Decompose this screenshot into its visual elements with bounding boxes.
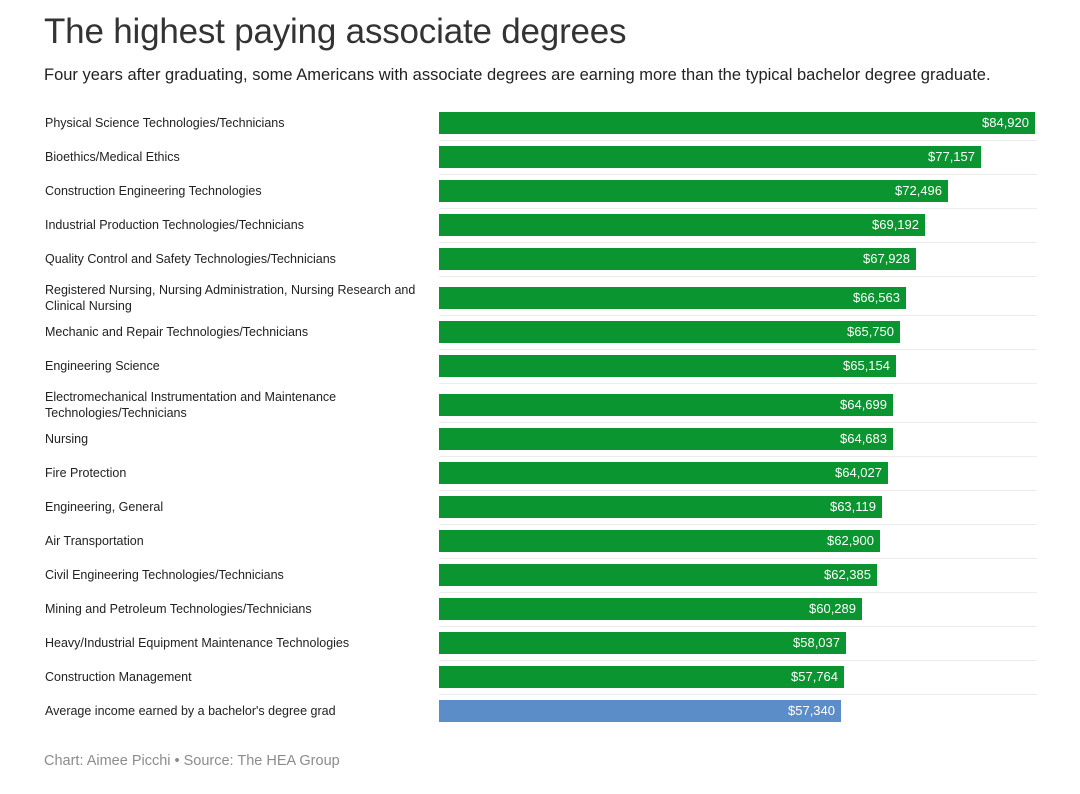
category-label: Engineering, General	[45, 500, 164, 514]
bar-row: Bioethics/Medical Ethics $77,157	[0, 146, 1080, 180]
bar-row: Industrial Production Technologies/Techn…	[0, 214, 1080, 248]
row-divider	[439, 524, 1037, 525]
category-label: Construction Management	[45, 670, 192, 684]
bar-value-label: $60,289	[809, 601, 856, 616]
bar-value-label: $67,928	[863, 251, 910, 266]
degree-bar: $62,385	[439, 564, 877, 586]
row-divider	[439, 383, 1037, 384]
category-label: Quality Control and Safety Technologies/…	[45, 252, 336, 266]
degree-bar: $60,289	[439, 598, 862, 620]
category-label: Bioethics/Medical Ethics	[45, 150, 180, 164]
degree-bar: $66,563	[439, 286, 906, 309]
row-divider	[439, 422, 1037, 423]
degree-bar: $57,764	[439, 666, 844, 688]
bar-value-label: $84,920	[982, 115, 1029, 130]
bar-value-label: $66,563	[853, 289, 900, 305]
degree-bar: $84,920	[439, 112, 1035, 134]
category-label: Construction Engineering Technologies	[45, 184, 262, 198]
bar-row: Civil Engineering Technologies/Technicia…	[0, 564, 1080, 598]
row-divider	[439, 694, 1037, 695]
bar-value-label: $65,154	[843, 358, 890, 373]
degree-bar: $67,928	[439, 248, 916, 270]
row-divider	[439, 456, 1037, 457]
row-divider	[439, 626, 1037, 627]
bar-row: Engineering Science $65,154	[0, 355, 1080, 389]
row-divider	[439, 558, 1037, 559]
bar-row: Mining and Petroleum Technologies/Techni…	[0, 598, 1080, 632]
row-divider	[439, 660, 1037, 661]
bar-value-label: $62,900	[827, 533, 874, 548]
bar-row: Fire Protection $64,027	[0, 462, 1080, 496]
category-label: Registered Nursing, Nursing Administrati…	[45, 282, 416, 313]
degree-bar: $69,192	[439, 214, 925, 236]
bar-value-label: $72,496	[895, 183, 942, 198]
degree-bar: $64,699	[439, 393, 893, 416]
bar-row: Air Transportation $62,900	[0, 530, 1080, 564]
row-divider	[439, 592, 1037, 593]
row-divider	[439, 140, 1037, 141]
row-divider	[439, 174, 1037, 175]
chart-source: Source: The HEA Group	[183, 753, 340, 769]
bar-row: Construction Management $57,764	[0, 666, 1080, 700]
bar-value-label: $57,764	[791, 669, 838, 684]
category-label: Industrial Production Technologies/Techn…	[45, 218, 304, 232]
bar-row: Construction Engineering Technologies $72…	[0, 180, 1080, 214]
category-label: Mining and Petroleum Technologies/Techni…	[45, 602, 312, 616]
category-label: Heavy/Industrial Equipment Maintenance T…	[45, 636, 350, 650]
category-label: Engineering Science	[45, 359, 160, 373]
bar-value-label: $64,699	[840, 396, 887, 412]
category-label: Air Transportation	[45, 534, 144, 548]
row-divider	[439, 276, 1037, 277]
bar-row: Mechanic and Repair Technologies/Technic…	[0, 321, 1080, 355]
chart-credit: Chart: Aimee Picchi	[44, 753, 171, 769]
bar-row: Nursing $64,683	[0, 428, 1080, 462]
bar-value-label: $63,119	[829, 499, 876, 514]
bar-row: Electromechanical Instrumentation and Ma…	[0, 389, 1080, 428]
row-divider	[439, 490, 1037, 491]
bar-value-label: $57,340	[788, 703, 835, 718]
bar-value-label: $69,192	[872, 217, 919, 232]
row-divider	[439, 315, 1037, 316]
category-label: Physical Science Technologies/Technician…	[45, 116, 285, 130]
degree-bar: $64,683	[439, 428, 893, 450]
category-label: Mechanic and Repair Technologies/Technic…	[45, 325, 309, 339]
bar-value-label: $64,683	[840, 431, 887, 446]
bar-value-label: $58,037	[793, 635, 840, 650]
chart-subtitle: Four years after graduating, some Americ…	[44, 66, 991, 84]
chart-title: The highest paying associate degrees	[44, 12, 627, 51]
row-divider	[439, 242, 1037, 243]
chart-footer: Chart: Aimee Picchi • Source: The HEA Grou…	[44, 753, 340, 769]
category-label: Electromechanical Instrumentation and Ma…	[45, 389, 337, 420]
row-divider	[439, 349, 1037, 350]
category-label: Fire Protection	[45, 466, 127, 480]
degree-bar: $62,900	[439, 530, 880, 552]
bar-value-label: $65,750	[847, 324, 894, 339]
bar-row: Average income earned by a bachelor's de…	[0, 700, 1080, 734]
degree-bar: $65,154	[439, 355, 896, 377]
bar-row: Registered Nursing, Nursing Administrati…	[0, 282, 1080, 321]
category-label: Nursing	[45, 432, 89, 446]
degree-bar: $77,157	[439, 146, 981, 168]
degree-bar: $65,750	[439, 321, 900, 343]
bachelor-average-bar: $57,340	[439, 700, 841, 722]
footer-separator: •	[174, 753, 180, 769]
bar-row: Heavy/Industrial Equipment Maintenance T…	[0, 632, 1080, 666]
degree-bar: $63,119	[439, 496, 882, 518]
bar-value-label: $64,027	[835, 465, 882, 480]
degree-bar: $58,037	[439, 632, 846, 654]
bar-row: Engineering, General $63,119	[0, 496, 1080, 530]
degree-bar: $72,496	[439, 180, 948, 202]
bar-value-label: $62,385	[824, 567, 871, 582]
bar-row: Physical Science Technologies/Technician…	[0, 112, 1080, 146]
category-label: Average income earned by a bachelor's de…	[45, 704, 336, 718]
bar-value-label: $77,157	[928, 149, 975, 164]
bar-row: Quality Control and Safety Technologies/…	[0, 248, 1080, 282]
row-divider	[439, 208, 1037, 209]
category-label: Civil Engineering Technologies/Technicia…	[45, 568, 284, 582]
degree-bar: $64,027	[439, 462, 888, 484]
